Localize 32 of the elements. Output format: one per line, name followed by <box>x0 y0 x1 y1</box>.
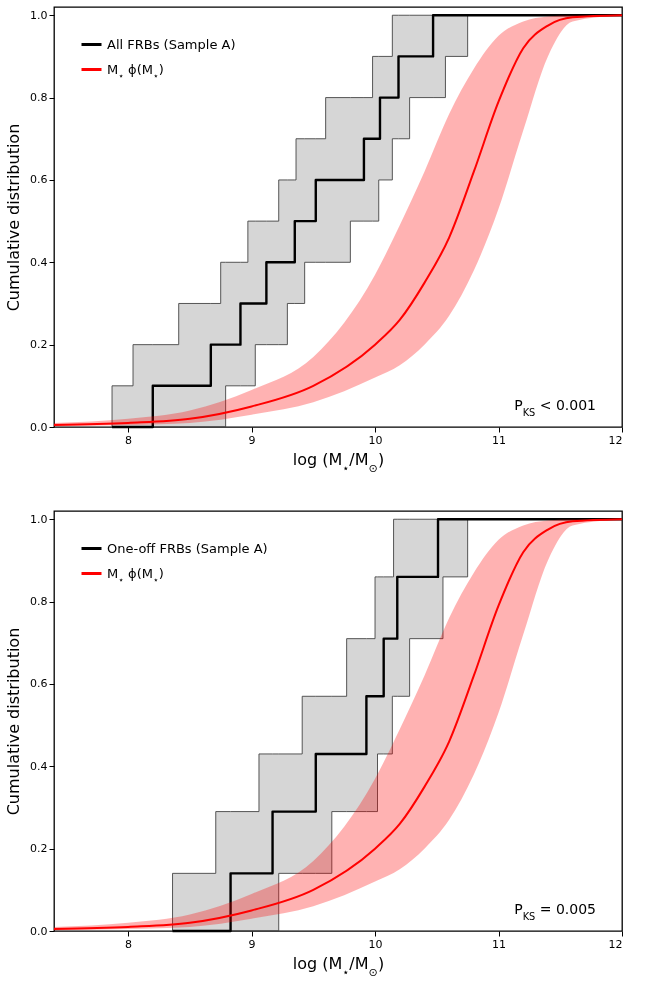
x-tick-label: 12 <box>608 937 623 951</box>
y-tick-label: 0.2 <box>30 842 48 856</box>
x-tick-label: 8 <box>125 433 133 447</box>
y-axis-title: Cumulative distribution <box>4 627 24 816</box>
y-tick-label: 0.4 <box>30 255 48 269</box>
y-tick-label: 0.0 <box>30 420 48 434</box>
y-tick-label: 0.0 <box>30 924 48 938</box>
x-tick-label: 11 <box>492 433 507 447</box>
legend-label: One-off FRBs (Sample A) <box>107 540 268 556</box>
annotation: P$_{KS}$ = 0.005 <box>514 901 596 922</box>
x-tick-label: 8 <box>125 937 133 951</box>
legend-label: All FRBs (Sample A) <box>107 36 236 52</box>
y-tick-label: 0.2 <box>30 338 48 352</box>
x-tick-label: 10 <box>368 937 383 951</box>
annotation: P$_{KS}$ < 0.001 <box>514 397 596 418</box>
y-axis-title: Cumulative distribution <box>4 123 24 312</box>
y-tick-label: 0.4 <box>30 759 48 773</box>
x-tick-label: 11 <box>492 937 507 951</box>
y-tick-label: 0.6 <box>30 677 48 691</box>
y-tick-label: 0.8 <box>30 91 48 105</box>
x-tick-label: 12 <box>608 433 623 447</box>
x-axis-title: log (M$_{⋆}$/M$_{⊙}$) <box>292 953 385 978</box>
y-tick-label: 0.6 <box>30 173 48 187</box>
y-tick-label: 1.0 <box>30 8 48 22</box>
y-tick-label: 0.8 <box>30 595 48 609</box>
legend-label: M$_{⋆}$ ϕ(M$_{⋆}$) <box>107 61 164 81</box>
x-axis-title: log (M$_{⋆}$/M$_{⊙}$) <box>292 449 385 474</box>
x-tick-label: 9 <box>248 433 256 447</box>
x-tick-label: 9 <box>248 937 256 951</box>
x-tick-label: 10 <box>368 433 383 447</box>
y-tick-label: 1.0 <box>30 512 48 526</box>
legend-label: M$_{⋆}$ ϕ(M$_{⋆}$) <box>107 565 164 585</box>
